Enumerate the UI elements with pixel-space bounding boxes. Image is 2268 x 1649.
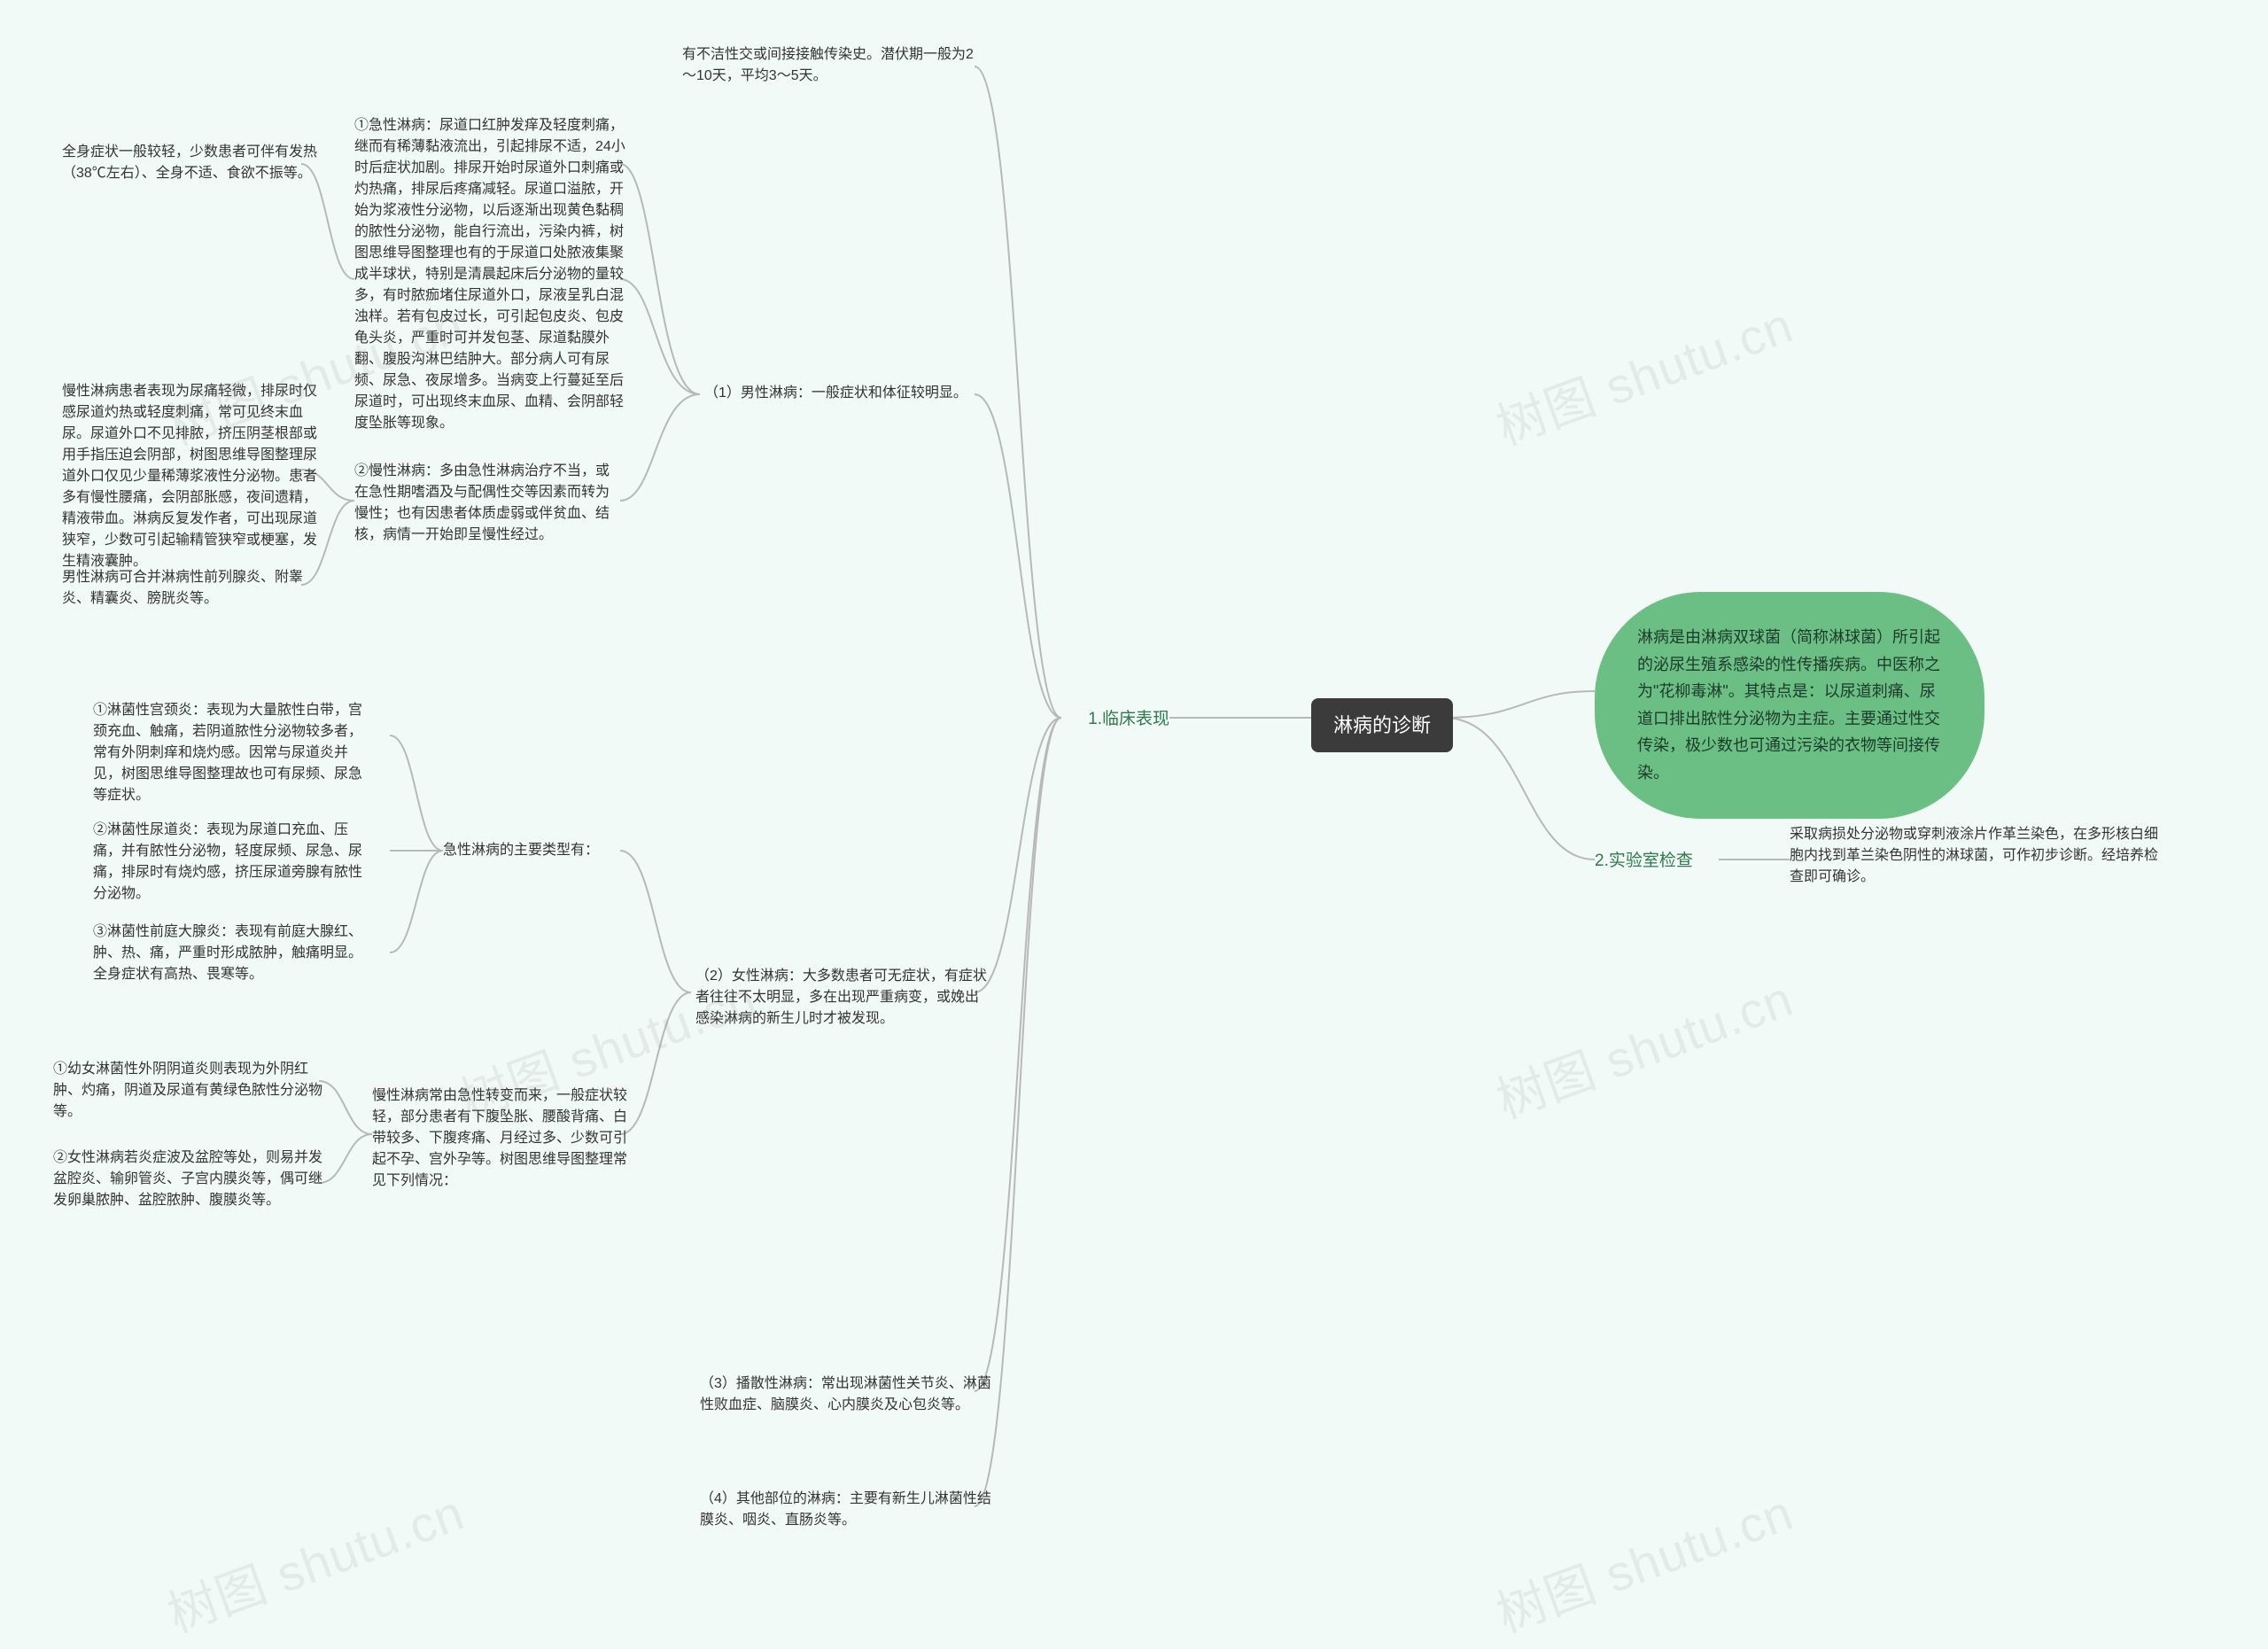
female-header: （2）女性淋病：大多数患者可无症状，有症状者往往不太明显，多在出现严重病变，或娩…: [695, 966, 988, 1030]
male-complications: 男性淋病可合并淋病性前列腺炎、附睾炎、精囊炎、膀胱炎等。: [62, 567, 319, 610]
cervicitis-text: ①淋菌性宫颈炎：表现为大量脓性白带，宫颈充血、触痛，若阴道脓性分泌物较多者，常有…: [93, 700, 368, 806]
branch-lab[interactable]: 2.实验室检查: [1595, 849, 1719, 875]
chronic-male-label: ②慢性淋病：多由急性淋病治疗不当，或在急性期嗜酒及与配偶性交等因素而转为慢性；也…: [354, 461, 620, 546]
acute-male-text: ①急性淋病：尿道口红肿发痒及轻度刺痛，继而有稀薄黏液流出，引起排尿不适，24小时…: [354, 115, 629, 434]
chronic-male-detail: 慢性淋病患者表现为尿痛轻微，排尿时仅感尿道灼热或轻度刺痛，常可见终末血尿。尿道外…: [62, 381, 319, 572]
chronic-female-label: 慢性淋病常由急性转变而来，一般症状较轻，部分患者有下腹坠胀、腰酸背痛、白带较多、…: [372, 1085, 638, 1192]
disseminated-text: （3）播散性淋病：常出现淋菌性关节炎、淋菌性败血症、脑膜炎、心内膜炎及心包炎等。: [700, 1373, 992, 1416]
branch-clinical[interactable]: 1.临床表现: [1063, 707, 1169, 733]
pelvic-text: ②女性淋病若炎症波及盆腔等处，则易并发盆腔炎、输卵管炎、子宫内膜炎等，偶可继发卵…: [53, 1147, 328, 1211]
child-vulva-text: ①幼女淋菌性外阴阴道炎则表现为外阴红肿、灼痛，阴道及尿道有黄绿色脓性分泌物等。: [53, 1059, 328, 1123]
incubation-text: 有不洁性交或间接接触传染史。潜伏期一般为2～10天，平均3～5天。: [682, 44, 983, 87]
acute-female-label: 急性淋病的主要类型有：: [443, 840, 620, 861]
systemic-text: 全身症状一般较轻，少数患者可伴有发热（38℃左右）、全身不适、食欲不振等。: [62, 142, 328, 184]
urethritis-text: ②淋菌性尿道炎：表现为尿道口充血、压痛，并有脓性分泌物，轻度尿频、尿急、尿痛，排…: [93, 820, 368, 905]
bartholinitis-text: ③淋菌性前庭大腺炎：表现有前庭大腺红、肿、热、痛，严重时形成脓肿，触痛明显。全身…: [93, 922, 368, 985]
lab-text: 采取病损处分泌物或穿刺液涂片作革兰染色，在多形核白细胞内找到革兰染色阴性的淋球菌…: [1790, 824, 2162, 888]
other-text: （4）其他部位的淋病：主要有新生儿淋菌性结膜炎、咽炎、直肠炎等。: [700, 1489, 992, 1531]
male-header: （1）男性淋病：一般症状和体征较明显。: [704, 383, 979, 404]
root-node[interactable]: 淋病的诊断: [1311, 698, 1453, 752]
overview-pill: 淋病是由淋病双球菌（简称淋球菌）所引起的泌尿生殖系感染的性传播疾病。中医称之为"…: [1595, 592, 1984, 819]
